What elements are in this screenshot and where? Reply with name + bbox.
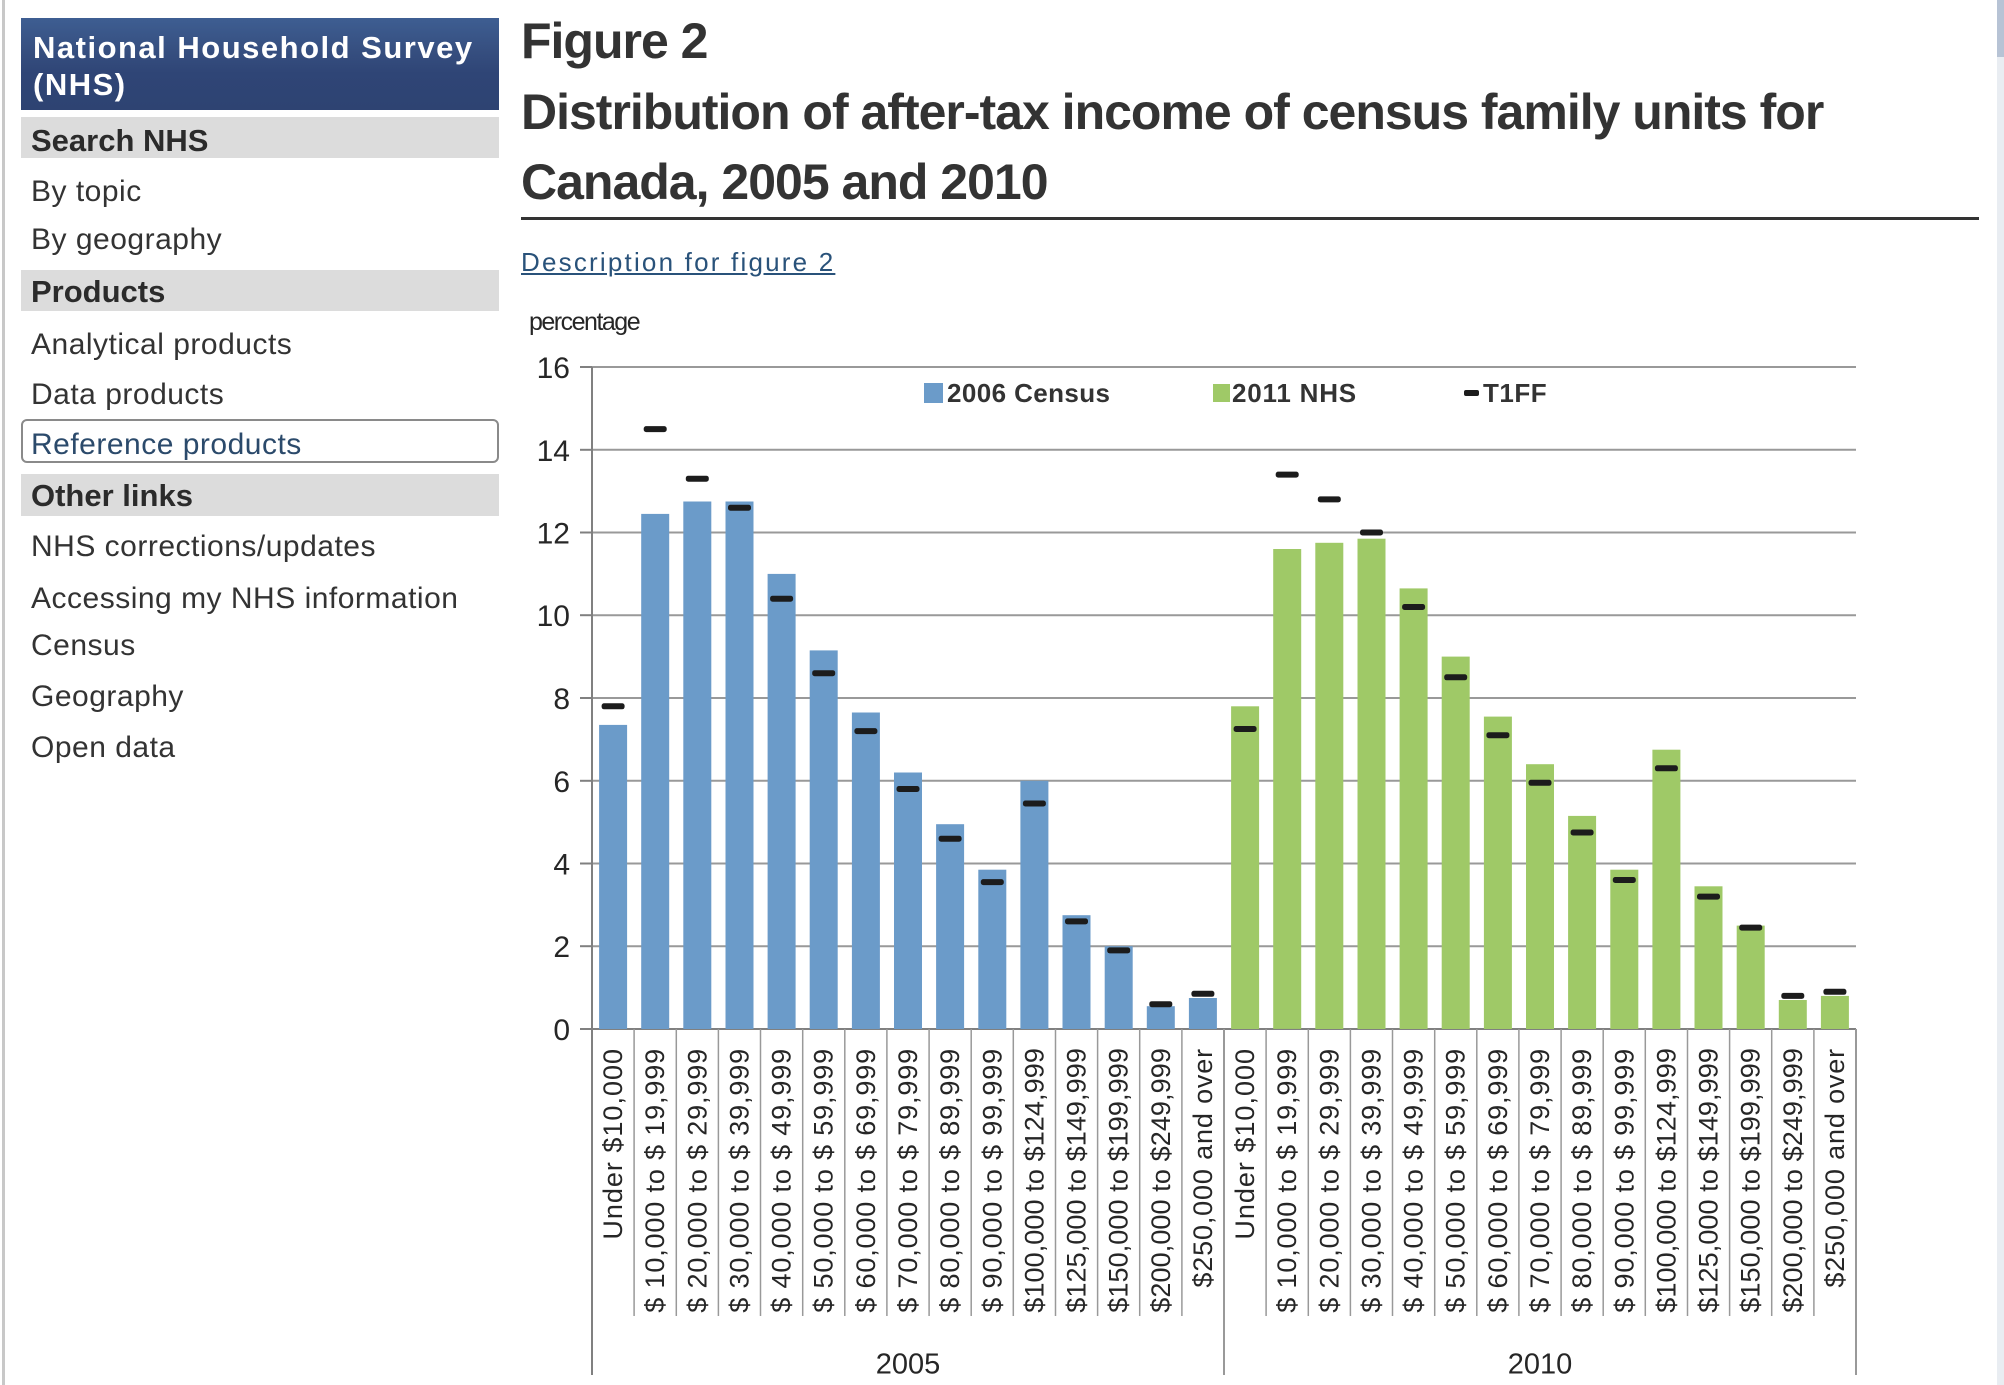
svg-text:$ 50,000 to $ 59,999: $ 50,000 to $ 59,999 (1441, 1048, 1471, 1313)
svg-text:$100,000 to $124,999: $100,000 to $124,999 (1019, 1048, 1049, 1313)
svg-text:$ 10,000 to $ 19,999: $ 10,000 to $ 19,999 (1272, 1048, 1302, 1313)
svg-text:2005: 2005 (876, 1349, 941, 1381)
svg-text:Under $10,000: Under $10,000 (1230, 1048, 1260, 1240)
svg-text:$ 90,000 to $ 99,999: $ 90,000 to $ 99,999 (977, 1048, 1007, 1313)
svg-text:$ 50,000 to $ 59,999: $ 50,000 to $ 59,999 (809, 1048, 839, 1313)
svg-text:$ 20,000 to $ 29,999: $ 20,000 to $ 29,999 (682, 1048, 712, 1313)
svg-text:2010: 2010 (1508, 1349, 1573, 1381)
svg-text:$ 30,000 to $ 39,999: $ 30,000 to $ 39,999 (1357, 1048, 1387, 1313)
svg-text:$ 20,000 to $ 29,999: $ 20,000 to $ 29,999 (1314, 1048, 1344, 1313)
svg-text:$ 80,000 to $ 89,999: $ 80,000 to $ 89,999 (935, 1048, 965, 1313)
svg-text:$ 40,000 to $ 49,999: $ 40,000 to $ 49,999 (1399, 1048, 1429, 1313)
svg-text:$ 40,000 to $ 49,999: $ 40,000 to $ 49,999 (767, 1048, 797, 1313)
svg-text:0: 0 (553, 1014, 570, 1047)
svg-text:12: 12 (537, 518, 570, 551)
svg-text:$150,000 to $199,999: $150,000 to $199,999 (1736, 1048, 1766, 1313)
svg-text:$150,000 to $199,999: $150,000 to $199,999 (1104, 1048, 1134, 1313)
svg-text:$200,000 to $249,999: $200,000 to $249,999 (1146, 1048, 1176, 1313)
svg-text:2006 Census: 2006 Census (947, 378, 1110, 408)
svg-text:$ 90,000 to $ 99,999: $ 90,000 to $ 99,999 (1609, 1048, 1639, 1313)
svg-text:2: 2 (553, 931, 570, 964)
svg-text:$125,000 to $149,999: $125,000 to $149,999 (1694, 1048, 1724, 1313)
svg-text:6: 6 (553, 766, 570, 799)
svg-text:14: 14 (537, 435, 570, 468)
svg-text:percentage: percentage (529, 308, 640, 336)
svg-text:$125,000 to $149,999: $125,000 to $149,999 (1062, 1048, 1092, 1313)
svg-text:$ 60,000 to $ 69,999: $ 60,000 to $ 69,999 (851, 1048, 881, 1313)
svg-text:$ 70,000 to $ 79,999: $ 70,000 to $ 79,999 (893, 1048, 923, 1313)
svg-text:16: 16 (537, 352, 570, 385)
svg-text:$250,000 and over: $250,000 and over (1820, 1048, 1850, 1288)
svg-text:Under $10,000: Under $10,000 (598, 1048, 628, 1240)
svg-text:10: 10 (537, 600, 570, 633)
svg-text:8: 8 (553, 683, 570, 716)
svg-text:4: 4 (553, 849, 570, 882)
svg-text:$250,000 and over: $250,000 and over (1188, 1048, 1218, 1288)
svg-text:$ 30,000 to $ 39,999: $ 30,000 to $ 39,999 (725, 1048, 755, 1313)
svg-text:$ 10,000 to $ 19,999: $ 10,000 to $ 19,999 (640, 1048, 670, 1313)
svg-text:T1FF: T1FF (1483, 378, 1547, 408)
svg-text:$ 70,000 to $ 79,999: $ 70,000 to $ 79,999 (1525, 1048, 1555, 1313)
svg-text:$100,000 to $124,999: $100,000 to $124,999 (1651, 1048, 1681, 1313)
svg-text:$ 80,000 to $ 89,999: $ 80,000 to $ 89,999 (1567, 1048, 1597, 1313)
svg-text:$ 60,000 to $ 69,999: $ 60,000 to $ 69,999 (1483, 1048, 1513, 1313)
svg-text:2011 NHS: 2011 NHS (1232, 378, 1357, 408)
svg-text:$200,000 to $249,999: $200,000 to $249,999 (1778, 1048, 1808, 1313)
